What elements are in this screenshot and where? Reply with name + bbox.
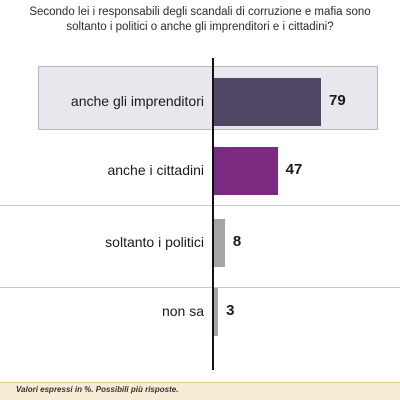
value-label: 8 bbox=[232, 233, 242, 250]
value-label: 3 bbox=[226, 302, 235, 319]
category-label: non sa bbox=[161, 303, 204, 319]
category-label: anche i cittadini bbox=[107, 162, 204, 178]
value-label: 47 bbox=[285, 161, 303, 178]
value-label: 79 bbox=[329, 92, 346, 109]
bar bbox=[214, 219, 225, 267]
value-axis-line bbox=[212, 58, 214, 370]
bar bbox=[214, 78, 321, 126]
bar bbox=[214, 147, 278, 195]
row-separator bbox=[0, 205, 400, 206]
row-separator bbox=[0, 287, 400, 288]
footer-note-bar: Valori espressi in %. Possibili più risp… bbox=[0, 382, 400, 400]
bar bbox=[214, 288, 219, 336]
chart-title: Secondo lei i responsabili degli scandal… bbox=[29, 6, 371, 33]
footer-note: Valori espressi in %. Possibili più risp… bbox=[16, 385, 179, 394]
category-label: soltanto i politici bbox=[105, 234, 204, 250]
category-label: anche gli imprenditori bbox=[70, 93, 204, 109]
highlight-band bbox=[38, 66, 378, 130]
